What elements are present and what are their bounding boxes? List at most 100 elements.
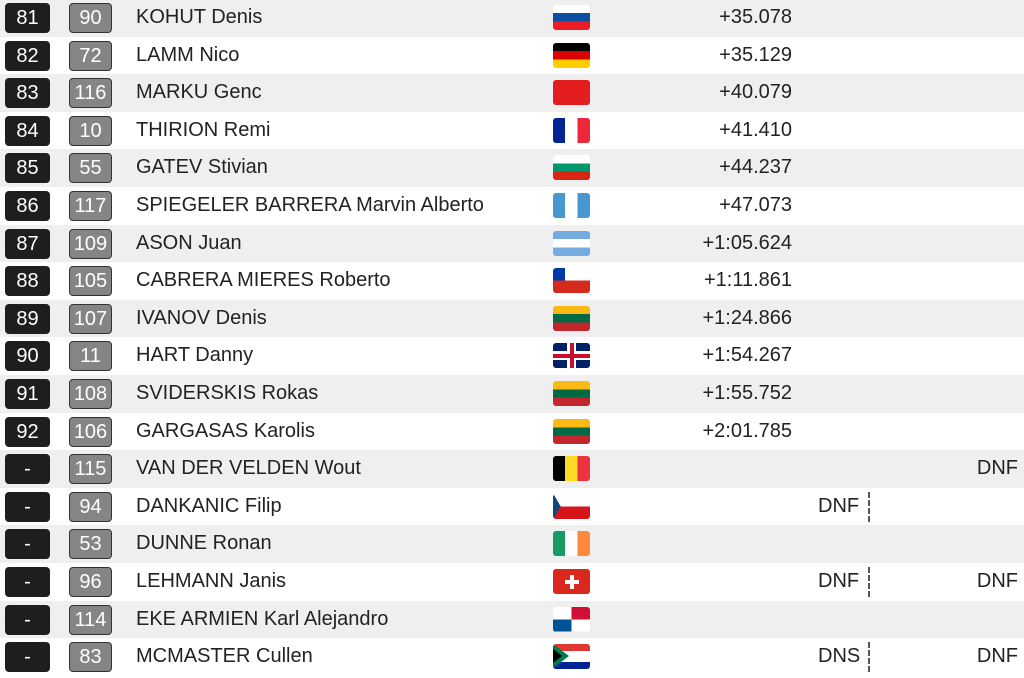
result-row: 84 10 THIRION Remi +41.410 xyxy=(0,112,1024,150)
time-gap: +40.079 xyxy=(719,81,792,104)
bib-badge: 72 xyxy=(69,40,112,71)
result-row: -83 MCMASTER Cullen DNS DNF xyxy=(0,638,1024,676)
flag xyxy=(553,381,590,406)
time-gap: +1:11.861 xyxy=(703,269,792,292)
separator xyxy=(868,642,870,673)
time-gap: +1:55.752 xyxy=(702,382,792,404)
rank-badge: - xyxy=(5,454,50,485)
rider-name: HART Danny xyxy=(136,344,254,367)
bib-badge: 114 xyxy=(69,604,112,635)
bib-badge: 90 xyxy=(69,3,112,33)
result-row: -53 DUNNE Ronan xyxy=(0,525,1024,563)
result-row: 87 109 ASON Juan +1:05.624 xyxy=(0,224,1024,263)
rider-name: KOHUT Denis xyxy=(136,6,263,28)
rider-name: IVANOV Denis xyxy=(136,306,267,329)
bib-badge: 105 xyxy=(69,266,112,297)
time-gap: +1:05.624 xyxy=(702,231,792,254)
bib-badge: 117 xyxy=(69,191,112,221)
result-row: 91 108 SVIDERSKIS Rokas +1:55.752 xyxy=(0,375,1024,413)
rider-name: CABRERA MIERES Roberto xyxy=(136,269,391,292)
rank-badge: 92 xyxy=(5,416,50,447)
flag xyxy=(553,42,590,68)
bib-badge: 108 xyxy=(69,379,112,409)
flag xyxy=(553,155,590,181)
rank-badge: - xyxy=(5,567,50,597)
flag xyxy=(553,193,590,218)
rider-name: GATEV Stivian xyxy=(136,156,268,179)
flag xyxy=(553,418,590,444)
bib-badge: 55 xyxy=(69,153,112,184)
rank-badge: 87 xyxy=(5,228,50,259)
time-gap: +47.073 xyxy=(719,194,792,216)
result-row: 86 117 SPIEGELER BARRERA Marvin Alberto +47… xyxy=(0,187,1024,225)
rider-name: SVIDERSKIS Rokas xyxy=(136,382,319,404)
rider-name: LEHMANN Janis xyxy=(136,570,287,592)
rank-badge: 90 xyxy=(5,341,50,372)
time-gap: +2:01.785 xyxy=(702,419,792,442)
rank-badge: 84 xyxy=(5,115,50,146)
result-row: -114 EKE ARMIEN Karl Alejandro xyxy=(0,600,1024,639)
result-row: -115 VAN DER VELDEN Wout DNF xyxy=(0,450,1024,488)
flag xyxy=(553,305,590,331)
rank-badge: 82 xyxy=(5,40,50,71)
bib-badge: 96 xyxy=(69,567,112,597)
status: DNF xyxy=(818,570,860,592)
bib-badge: 115 xyxy=(69,454,112,485)
bib-badge: 107 xyxy=(69,303,112,334)
flag xyxy=(553,456,590,482)
flag xyxy=(553,569,590,594)
time-gap: +35.129 xyxy=(719,43,792,66)
flag xyxy=(553,531,590,557)
flag xyxy=(553,343,590,369)
rank-badge: - xyxy=(5,529,50,560)
separator xyxy=(868,491,870,522)
status: DNF xyxy=(976,457,1018,480)
result-row: 89 107 IVANOV Denis +1:24.866 xyxy=(0,299,1024,338)
rank-badge: 89 xyxy=(5,303,50,334)
rank-badge: - xyxy=(5,491,50,522)
rider-name: VAN DER VELDEN Wout xyxy=(136,457,361,480)
rank-badge: 83 xyxy=(5,78,50,109)
separator xyxy=(868,567,870,597)
rider-name: MCMASTER Cullen xyxy=(136,645,313,668)
bib-badge: 116 xyxy=(69,78,112,109)
time-gap: +44.237 xyxy=(719,156,792,179)
rank-badge: 88 xyxy=(5,266,50,297)
status: DNS xyxy=(818,645,861,668)
result-row: -96 LEHMANN Janis DNF DNF xyxy=(0,563,1024,601)
rank-badge: 86 xyxy=(5,191,50,221)
flag xyxy=(553,268,590,294)
rider-name: SPIEGELER BARRERA Marvin Alberto xyxy=(136,194,484,216)
flag xyxy=(553,5,590,30)
rank-badge: 91 xyxy=(5,379,50,409)
rank-badge: - xyxy=(5,604,50,635)
rider-name: DUNNE Ronan xyxy=(136,532,272,555)
bib-badge: 106 xyxy=(69,416,112,447)
rank-badge: - xyxy=(5,642,50,673)
rank-badge: 85 xyxy=(5,153,50,184)
bib-badge: 10 xyxy=(69,115,112,146)
flag xyxy=(553,230,590,256)
bib-badge: 53 xyxy=(69,529,112,560)
result-row: 83 116 MARKU Genc +40.079 xyxy=(0,74,1024,112)
flag xyxy=(553,606,590,632)
status: DNF xyxy=(976,570,1018,592)
time-gap: +41.410 xyxy=(719,118,792,141)
rank-badge: 81 xyxy=(5,3,50,33)
result-row: 88 105 CABRERA MIERES Roberto +1:11.861 xyxy=(0,262,1024,300)
result-row: -94 DANKANIC Filip DNF xyxy=(0,488,1024,526)
result-row: 82 72 LAMM Nico +35.129 xyxy=(0,37,1024,75)
result-row: 85 55 GATEV Stivian +44.237 xyxy=(0,149,1024,187)
result-row: 90 11 HART Danny +1:54.267 xyxy=(0,337,1024,375)
rider-name: LAMM Nico xyxy=(136,43,240,66)
flag xyxy=(553,644,590,670)
flag xyxy=(553,117,590,143)
rider-name: EKE ARMIEN Karl Alejandro xyxy=(136,607,389,630)
time-gap: +1:54.267 xyxy=(702,344,792,367)
rider-name: MARKU Genc xyxy=(136,81,262,104)
result-row: 92 106 GARGASAS Karolis +2:01.785 xyxy=(0,413,1024,451)
bib-badge: 83 xyxy=(69,642,112,673)
bib-badge: 11 xyxy=(69,341,112,372)
result-row: 81 90 KOHUT Denis +35.078 xyxy=(0,0,1024,37)
